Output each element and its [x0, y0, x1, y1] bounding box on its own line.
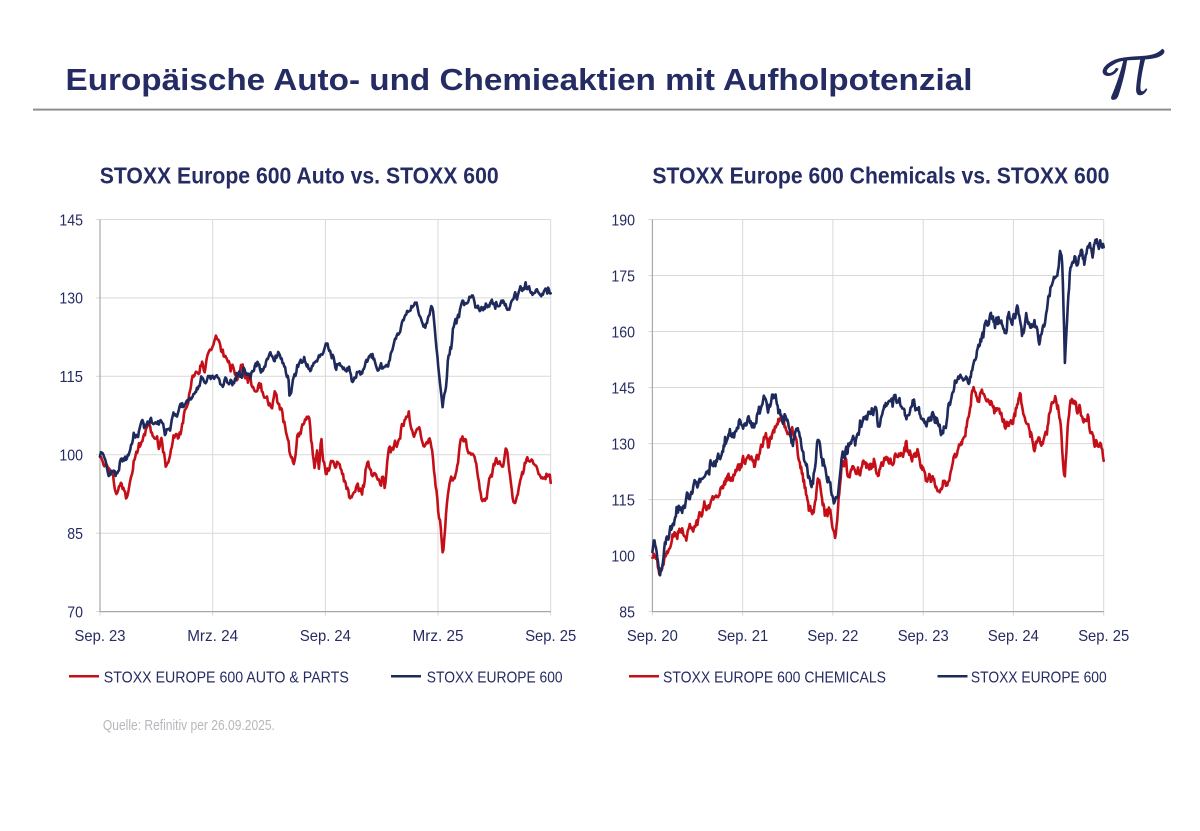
- svg-text:STOXX Europe 600 Auto vs. STOX: STOXX Europe 600 Auto vs. STOXX 600: [100, 163, 499, 189]
- svg-text:100: 100: [59, 448, 83, 465]
- svg-text:130: 130: [59, 291, 83, 308]
- svg-text:Sep. 20: Sep. 20: [627, 628, 678, 645]
- svg-text:70: 70: [67, 604, 83, 621]
- svg-text:190: 190: [611, 212, 635, 229]
- svg-text:Sep. 24: Sep. 24: [988, 628, 1039, 645]
- svg-text:85: 85: [67, 526, 83, 543]
- svg-text:145: 145: [611, 380, 635, 397]
- svg-text:145: 145: [59, 212, 83, 229]
- svg-text:Quelle: Refinitiv per 26.09.20: Quelle: Refinitiv per 26.09.2025.: [103, 718, 275, 734]
- svg-text:Europäische Auto- und Chemieak: Europäische Auto- und Chemieaktien mit A…: [66, 62, 973, 97]
- svg-text:STOXX EUROPE 600 CHEMICALS: STOXX EUROPE 600 CHEMICALS: [663, 669, 886, 686]
- svg-text:175: 175: [611, 268, 635, 285]
- svg-text:Sep. 25: Sep. 25: [525, 628, 576, 645]
- svg-text:100: 100: [611, 548, 635, 565]
- svg-text:STOXX EUROPE 600 AUTO & PARTS: STOXX EUROPE 600 AUTO & PARTS: [104, 669, 349, 686]
- svg-text:STOXX Europe 600 Chemicals vs.: STOXX Europe 600 Chemicals vs. STOXX 600: [652, 163, 1109, 189]
- svg-text:115: 115: [59, 369, 83, 386]
- svg-text:Sep. 25: Sep. 25: [1078, 628, 1129, 645]
- svg-text:85: 85: [619, 604, 635, 621]
- svg-text:Mrz. 24: Mrz. 24: [187, 628, 238, 645]
- svg-text:Sep. 23: Sep. 23: [75, 628, 126, 645]
- svg-text:STOXX EUROPE 600: STOXX EUROPE 600: [427, 669, 563, 686]
- svg-text:Mrz. 25: Mrz. 25: [413, 628, 464, 645]
- svg-text:115: 115: [611, 492, 635, 509]
- svg-text:160: 160: [611, 324, 635, 341]
- svg-text:STOXX EUROPE 600: STOXX EUROPE 600: [971, 669, 1107, 686]
- svg-text:Sep. 23: Sep. 23: [898, 628, 949, 645]
- svg-text:Sep. 21: Sep. 21: [717, 628, 768, 645]
- svg-text:130: 130: [611, 436, 635, 453]
- svg-text:Sep. 22: Sep. 22: [807, 628, 858, 645]
- svg-text:Sep. 24: Sep. 24: [300, 628, 351, 645]
